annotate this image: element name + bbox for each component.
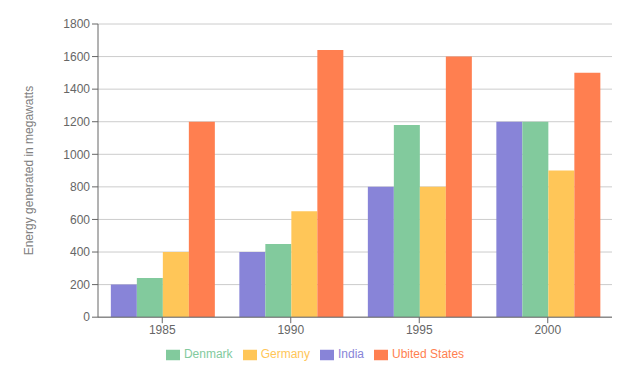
svg-text:1000: 1000 bbox=[63, 148, 90, 162]
svg-text:1990: 1990 bbox=[277, 323, 304, 337]
svg-text:800: 800 bbox=[70, 180, 90, 194]
svg-text:1985: 1985 bbox=[149, 323, 176, 337]
svg-text:1800: 1800 bbox=[63, 17, 90, 31]
svg-text:1200: 1200 bbox=[63, 115, 90, 129]
html-text:Germany: Germany bbox=[260, 347, 310, 362]
html-text:India: India bbox=[338, 347, 364, 362]
svg-text:600: 600 bbox=[70, 213, 90, 227]
html-text:Denmark: Denmark bbox=[183, 347, 233, 362]
svg-text:1995: 1995 bbox=[406, 323, 433, 337]
svg-text:1400: 1400 bbox=[63, 82, 90, 96]
svg-text:2000: 2000 bbox=[534, 323, 561, 337]
html-text:Ubited States: Ubited States bbox=[392, 347, 465, 362]
svg-text:200: 200 bbox=[70, 278, 90, 292]
svg-text:0: 0 bbox=[83, 310, 90, 324]
svg-text:400: 400 bbox=[70, 245, 90, 259]
svg-text:Energy generated in megawatts: Energy generated in megawatts bbox=[22, 86, 36, 255]
svg-text:1600: 1600 bbox=[63, 50, 90, 64]
